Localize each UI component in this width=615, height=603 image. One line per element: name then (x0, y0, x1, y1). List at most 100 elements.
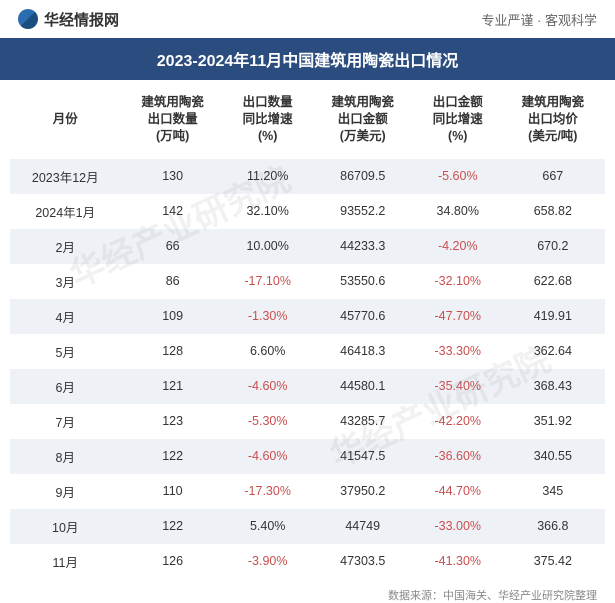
table-cell: 122 (121, 509, 225, 544)
table-cell: 10.00% (225, 229, 311, 264)
table-cell: 46418.3 (311, 334, 415, 369)
table-cell: 5月 (10, 334, 121, 369)
table-cell: 375.42 (501, 544, 605, 579)
column-header: 建筑用陶瓷出口数量(万吨) (121, 80, 225, 159)
table-cell: 41547.5 (311, 439, 415, 474)
table-cell: 142 (121, 194, 225, 229)
table-cell: 2月 (10, 229, 121, 264)
table-row: 11月126-3.90%47303.5-41.30%375.42 (10, 544, 605, 579)
table-cell: 3月 (10, 264, 121, 299)
column-header: 月份 (10, 80, 121, 159)
table-container: 月份建筑用陶瓷出口数量(万吨)出口数量同比增速(%)建筑用陶瓷出口金额(万美元)… (0, 80, 615, 579)
table-cell: 44749 (311, 509, 415, 544)
table-row: 8月122-4.60%41547.5-36.60%340.55 (10, 439, 605, 474)
table-cell: -4.20% (415, 229, 501, 264)
table-cell: 670.2 (501, 229, 605, 264)
column-header: 出口数量同比增速(%) (225, 80, 311, 159)
table-cell: 44233.3 (311, 229, 415, 264)
table-cell: 419.91 (501, 299, 605, 334)
table-cell: 47303.5 (311, 544, 415, 579)
table-cell: 368.43 (501, 369, 605, 404)
table-row: 7月123-5.30%43285.7-42.20%351.92 (10, 404, 605, 439)
table-cell: -33.00% (415, 509, 501, 544)
table-cell: -35.40% (415, 369, 501, 404)
table-cell: 366.8 (501, 509, 605, 544)
table-cell: 5.40% (225, 509, 311, 544)
header-bar: 华经情报网 专业严谨 · 客观科学 (0, 0, 615, 38)
logo-area: 华经情报网 (18, 9, 119, 30)
table-cell: 9月 (10, 474, 121, 509)
table-cell: -47.70% (415, 299, 501, 334)
table-cell: 34.80% (415, 194, 501, 229)
table-cell: 123 (121, 404, 225, 439)
column-header: 出口金额同比增速(%) (415, 80, 501, 159)
table-cell: 130 (121, 159, 225, 194)
table-cell: -4.60% (225, 369, 311, 404)
table-cell: 658.82 (501, 194, 605, 229)
table-cell: 4月 (10, 299, 121, 334)
table-cell: 622.68 (501, 264, 605, 299)
column-header: 建筑用陶瓷出口金额(万美元) (311, 80, 415, 159)
globe-icon (18, 9, 38, 29)
table-cell: 6月 (10, 369, 121, 404)
table-cell: -41.30% (415, 544, 501, 579)
table-cell: 43285.7 (311, 404, 415, 439)
table-cell: 345 (501, 474, 605, 509)
table-cell: 667 (501, 159, 605, 194)
table-cell: 45770.6 (311, 299, 415, 334)
table-row: 2月6610.00%44233.3-4.20%670.2 (10, 229, 605, 264)
table-row: 2024年1月14232.10%93552.234.80%658.82 (10, 194, 605, 229)
table-cell: 86 (121, 264, 225, 299)
table-cell: -3.90% (225, 544, 311, 579)
table-cell: -5.60% (415, 159, 501, 194)
table-cell: 93552.2 (311, 194, 415, 229)
table-cell: -42.20% (415, 404, 501, 439)
table-cell: -1.30% (225, 299, 311, 334)
table-cell: 340.55 (501, 439, 605, 474)
page-title: 2023-2024年11月中国建筑用陶瓷出口情况 (0, 38, 615, 80)
table-cell: -32.10% (415, 264, 501, 299)
table-cell: 53550.6 (311, 264, 415, 299)
table-cell: 37950.2 (311, 474, 415, 509)
table-cell: -5.30% (225, 404, 311, 439)
table-cell: 7月 (10, 404, 121, 439)
table-cell: 2024年1月 (10, 194, 121, 229)
table-cell: 10月 (10, 509, 121, 544)
column-header: 建筑用陶瓷出口均价(美元/吨) (501, 80, 605, 159)
table-cell: 66 (121, 229, 225, 264)
table-row: 2023年12月13011.20%86709.5-5.60%667 (10, 159, 605, 194)
table-cell: 110 (121, 474, 225, 509)
table-cell: 8月 (10, 439, 121, 474)
table-cell: 122 (121, 439, 225, 474)
slogan-text: 专业严谨 · 客观科学 (481, 10, 597, 29)
table-cell: 351.92 (501, 404, 605, 439)
table-cell: -17.30% (225, 474, 311, 509)
table-cell: 362.64 (501, 334, 605, 369)
data-source: 数据来源：中国海关、华经产业研究院整理 (0, 579, 615, 603)
export-table: 月份建筑用陶瓷出口数量(万吨)出口数量同比增速(%)建筑用陶瓷出口金额(万美元)… (10, 80, 605, 579)
table-cell: -4.60% (225, 439, 311, 474)
table-cell: 11.20% (225, 159, 311, 194)
table-cell: -33.30% (415, 334, 501, 369)
table-cell: 2023年12月 (10, 159, 121, 194)
logo-text: 华经情报网 (44, 9, 119, 30)
table-cell: 126 (121, 544, 225, 579)
table-cell: 121 (121, 369, 225, 404)
table-cell: -17.10% (225, 264, 311, 299)
table-row: 9月110-17.30%37950.2-44.70%345 (10, 474, 605, 509)
table-cell: 6.60% (225, 334, 311, 369)
table-header-row: 月份建筑用陶瓷出口数量(万吨)出口数量同比增速(%)建筑用陶瓷出口金额(万美元)… (10, 80, 605, 159)
table-cell: -44.70% (415, 474, 501, 509)
table-row: 5月1286.60%46418.3-33.30%362.64 (10, 334, 605, 369)
table-cell: 11月 (10, 544, 121, 579)
table-cell: 109 (121, 299, 225, 334)
table-cell: -36.60% (415, 439, 501, 474)
table-cell: 32.10% (225, 194, 311, 229)
table-row: 4月109-1.30%45770.6-47.70%419.91 (10, 299, 605, 334)
table-cell: 86709.5 (311, 159, 415, 194)
table-row: 6月121-4.60%44580.1-35.40%368.43 (10, 369, 605, 404)
table-body: 2023年12月13011.20%86709.5-5.60%6672024年1月… (10, 159, 605, 579)
table-row: 3月86-17.10%53550.6-32.10%622.68 (10, 264, 605, 299)
table-cell: 128 (121, 334, 225, 369)
table-cell: 44580.1 (311, 369, 415, 404)
